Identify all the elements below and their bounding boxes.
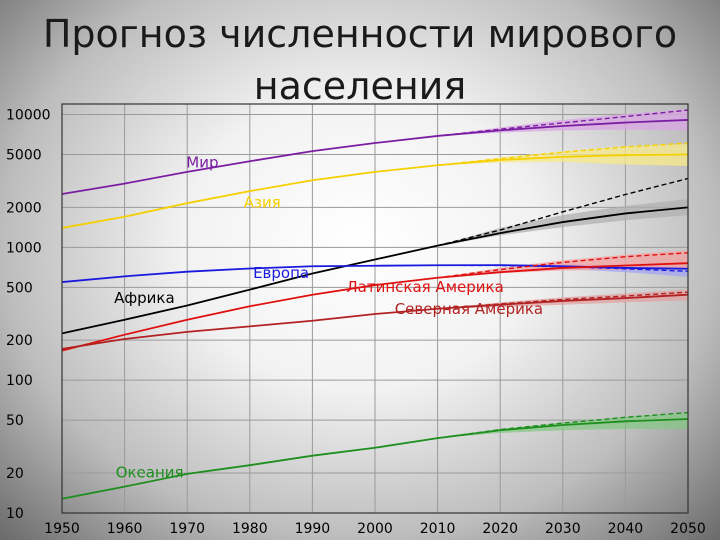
x-tick-label: 2020 xyxy=(482,521,518,537)
x-tick-label: 1980 xyxy=(232,521,268,537)
y-tick-label: 500 xyxy=(6,280,33,296)
y-tick-label: 20 xyxy=(6,466,24,482)
series-labels: Мир Азия Африка Европа Латинская Америка Севе… xyxy=(114,153,543,481)
x-tick-label: 2000 xyxy=(357,521,393,537)
y-tick-label: 1000 xyxy=(6,240,42,256)
азия-line xyxy=(61,153,689,229)
y-tick-label: 10 xyxy=(6,506,24,522)
y-tick-label: 5000 xyxy=(6,148,42,164)
y-tick-label: 10000 xyxy=(6,108,51,124)
plot-frame xyxy=(61,103,689,514)
африка-projection-line xyxy=(437,177,689,247)
океания-projection-line xyxy=(437,411,689,439)
латинская-америка-label: Латинская Америка xyxy=(346,278,503,296)
y-tick-label: 2000 xyxy=(6,200,42,216)
мир-projection-line xyxy=(437,109,689,137)
x-tick-label: 1990 xyxy=(295,521,331,537)
x-tick-label: 2050 xyxy=(670,521,706,537)
population-chart: Мир Азия Африка Европа Латинская Америка Севе… xyxy=(6,103,706,537)
латинская-америка-line xyxy=(61,262,689,352)
x-tick-label: 1970 xyxy=(169,521,205,537)
северная-америка-label: Северная Америка xyxy=(395,300,543,318)
x-tick-label: 2030 xyxy=(545,521,581,537)
x-tick-label: 1950 xyxy=(44,521,80,537)
uncertainty-bands xyxy=(437,109,688,439)
x-tick-label: 1960 xyxy=(107,521,143,537)
series-lines xyxy=(61,109,689,500)
африка-line xyxy=(61,206,689,335)
slide-title: Прогноз численности мирового населения xyxy=(0,8,720,112)
европа-label: Европа xyxy=(253,264,309,282)
x-tick-label: 2010 xyxy=(420,521,456,537)
океания-line xyxy=(61,418,689,500)
grid xyxy=(61,104,689,514)
океания-label: Океания xyxy=(116,464,184,482)
латинская-америка-projection-line xyxy=(437,252,689,279)
мир-line xyxy=(61,119,689,195)
мир-label: Мир xyxy=(186,153,218,171)
северная-америка-projection-line xyxy=(437,291,689,310)
мир-band xyxy=(437,109,688,136)
азия-projection-line xyxy=(437,142,689,166)
x-tick-labels: 1950 1960 1970 1980 1990 2000 2010 2020 2030 2040… xyxy=(44,521,706,537)
x-tick-label: 2040 xyxy=(608,521,644,537)
азия-label: Азия xyxy=(244,193,281,211)
slide-title-line-2: населения xyxy=(253,64,467,108)
северная-америка-line xyxy=(61,293,689,350)
y-tick-labels: 10 20 50 100 200 500 1000 2000 5000 10000 xyxy=(6,108,51,522)
европа-projection-line xyxy=(437,264,689,273)
y-tick-label: 200 xyxy=(6,333,33,349)
африка-label: Африка xyxy=(114,289,175,307)
slide-title-line-1: Прогноз численности мирового xyxy=(42,12,678,56)
y-tick-label: 50 xyxy=(6,413,24,429)
y-tick-label: 100 xyxy=(6,373,33,389)
